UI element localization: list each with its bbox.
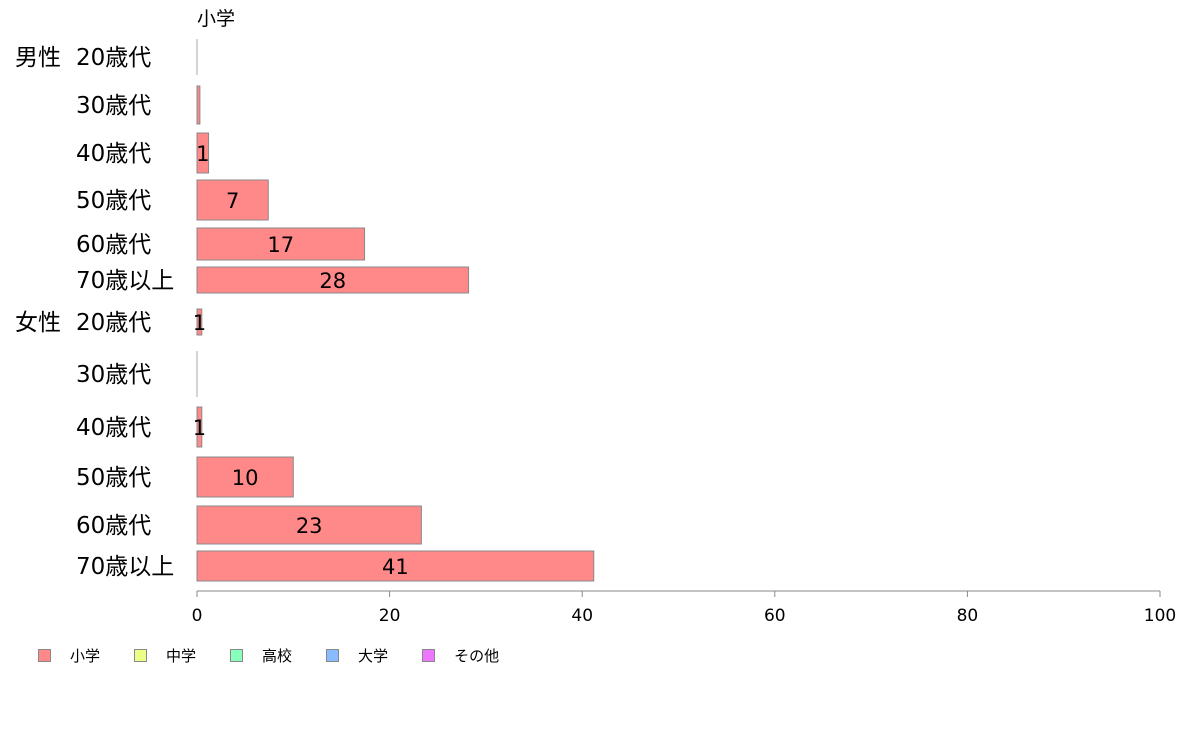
data-label: 1 <box>193 416 206 440</box>
bars-layer <box>196 39 595 582</box>
data-label: 10 <box>232 466 259 490</box>
category-label: 60歳代 <box>76 513 151 539</box>
bar-小学 <box>196 505 422 545</box>
legend-item: その他 <box>422 645 499 666</box>
series-header: 小学 <box>197 8 235 30</box>
category-label: 30歳代 <box>76 93 151 119</box>
x-tick-label: 100 <box>1144 606 1176 626</box>
legend-swatch <box>230 649 244 662</box>
data-label: 23 <box>296 514 323 538</box>
bar-小学 <box>196 85 201 125</box>
category-label: 20歳代 <box>76 310 151 336</box>
category-label: 40歳代 <box>76 141 151 167</box>
category-label: 40歳代 <box>76 415 151 441</box>
bar-小学 <box>196 308 203 336</box>
bar-小学 <box>196 550 595 582</box>
group-label: 男性 <box>15 45 61 71</box>
x-tick-label: 40 <box>571 606 593 626</box>
legend-label: 高校 <box>262 647 293 665</box>
bar-小学 <box>196 132 210 174</box>
bar-小学 <box>196 406 203 448</box>
x-tick-label: 20 <box>379 606 401 626</box>
data-label: 7 <box>226 189 239 213</box>
legend-swatch <box>326 649 340 662</box>
legend: 小学 中学 高校 大学 その他 <box>38 645 533 666</box>
legend-label: 小学 <box>70 647 101 665</box>
category-label: 30歳代 <box>76 362 151 388</box>
legend-swatch <box>38 649 51 662</box>
legend-item: 高校 <box>230 645 292 666</box>
x-tick-label: 0 <box>192 606 203 626</box>
bar-小学 <box>196 456 294 498</box>
data-label: 28 <box>319 269 346 293</box>
category-label: 70歳以上 <box>76 554 174 580</box>
legend-label: 大学 <box>358 647 389 665</box>
category-label: 20歳代 <box>76 45 151 71</box>
legend-item: 大学 <box>326 645 388 666</box>
bar-小学 <box>196 227 366 261</box>
x-axis: 0 20 40 60 80 100 <box>192 590 1176 626</box>
legend-item: 小学 <box>38 645 100 666</box>
category-label: 60歳代 <box>76 232 151 258</box>
legend-label: 中学 <box>166 647 197 665</box>
category-label: 50歳代 <box>76 188 151 214</box>
legend-label: その他 <box>454 647 500 665</box>
category-label: 50歳代 <box>76 465 151 491</box>
data-label: 1 <box>196 142 209 166</box>
x-tick-label: 80 <box>957 606 979 626</box>
bar-小学 <box>196 179 269 221</box>
data-label: 17 <box>267 233 294 257</box>
group-label: 女性 <box>15 310 61 336</box>
legend-swatch <box>422 649 436 662</box>
category-labels: 20歳代男性30歳代40歳代50歳代60歳代70歳以上20歳代女性30歳代40歳… <box>15 45 174 580</box>
category-label: 70歳以上 <box>76 268 174 294</box>
legend-swatch <box>134 649 148 662</box>
chart-svg: 小学 20歳代男性30歳代40歳代50歳代60歳代70歳以上20歳代女性30歳代… <box>15 8 1176 626</box>
data-label: 41 <box>382 555 409 579</box>
bar-小学 <box>196 266 470 294</box>
legend-item: 中学 <box>134 645 196 666</box>
x-tick-label: 60 <box>764 606 786 626</box>
data-label: 1 <box>193 311 206 335</box>
